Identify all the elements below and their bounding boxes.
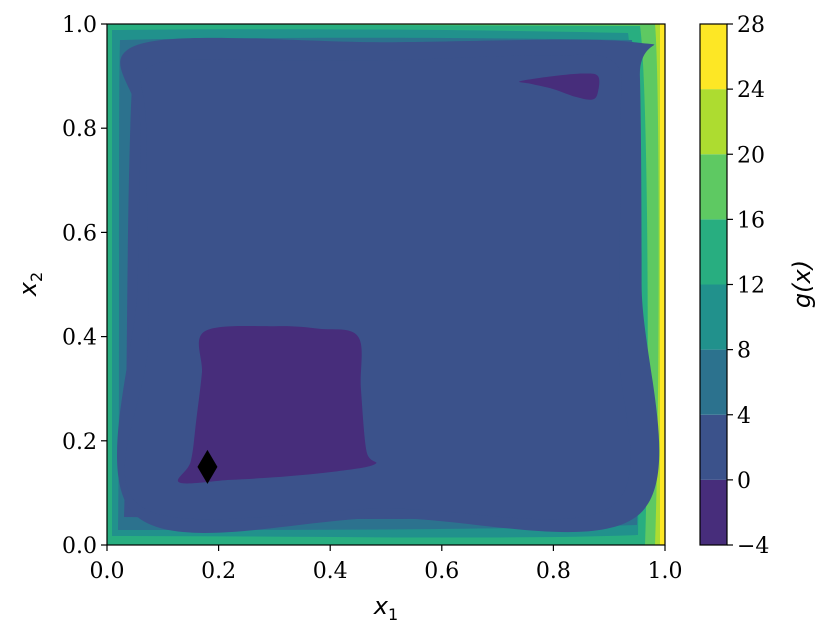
x-axis: 0.0 0.2 0.4 0.6 0.8 1.0: [90, 545, 683, 584]
colorbar-band: [700, 154, 727, 220]
colorbar-tick-label: 24: [737, 78, 765, 103]
colorbar-tick-label: −4: [737, 534, 769, 559]
colorbar-band: [700, 219, 727, 285]
colorbar-tick-label: 8: [737, 339, 751, 364]
contour-region-2: [177, 325, 377, 484]
x-tick-label: 0.6: [424, 559, 459, 584]
y-tick-label: 0.8: [62, 117, 97, 142]
diamond-marker: [197, 449, 218, 484]
colorbar-tick-label: 4: [737, 404, 751, 429]
x-tick-label: 0.2: [201, 559, 236, 584]
colorbar-tick-label: 16: [737, 208, 765, 233]
x-tick-label: 0.0: [90, 559, 125, 584]
y-tick-label: 0.4: [62, 326, 97, 351]
colorbar-tick-label: 0: [737, 469, 751, 494]
colorbar-band: [700, 284, 727, 350]
x-axis-title: x1: [373, 592, 398, 624]
colorbar-band: [700, 89, 727, 155]
contour-region-3: [519, 73, 600, 100]
x-tick-label: 1.0: [648, 559, 683, 584]
y-tick-label: 0.2: [62, 430, 97, 455]
y-tick-label: 0.6: [62, 221, 97, 246]
colorbar-tick-label: 20: [737, 143, 765, 168]
colorbar-tick-label: 28: [737, 13, 765, 38]
plot-area: [106, 23, 666, 546]
marker-layer: [197, 449, 218, 484]
contour-layer: [117, 37, 660, 533]
colorbar-tick-label: 12: [737, 274, 765, 299]
colorbar-band: [700, 349, 727, 415]
y-tick-label: 1.0: [62, 13, 97, 38]
colorbar-label: g(x): [788, 260, 816, 308]
y-axis-title: x2: [14, 272, 46, 297]
x-tick-label: 0.8: [536, 559, 571, 584]
colorbar-band: [700, 414, 727, 480]
colorbar-band: [700, 24, 727, 90]
colorbar: −4 0 4 8 12 16 20 24 28: [699, 13, 769, 559]
x-tick-label: 0.4: [313, 559, 348, 584]
y-tick-label: 0.0: [62, 534, 97, 559]
colorbar-band: [700, 479, 727, 545]
plot-frame: [106, 23, 666, 546]
y-axis: 0.0 0.2 0.4 0.6 0.8 1.0: [62, 13, 107, 559]
